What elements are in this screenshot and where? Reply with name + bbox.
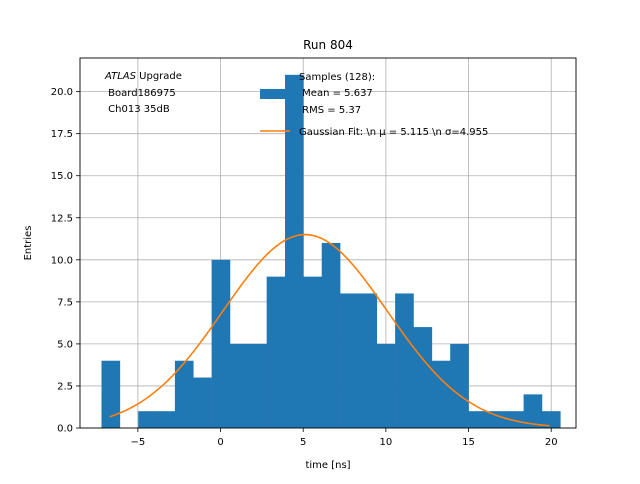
- histogram-bars: [101, 74, 561, 429]
- x-tick-label: 10: [379, 437, 392, 448]
- histogram-bar: [376, 343, 396, 428]
- histogram-bar: [303, 276, 323, 428]
- atlas-annotation: ATLAS Upgrade Board186975 Ch013 35dB: [104, 71, 182, 115]
- y-tick-label: 17.5: [51, 129, 73, 140]
- histogram-bar: [395, 293, 414, 428]
- gaussian-fit-line: [109, 233, 550, 427]
- annotation-atlas: ATLAS: [104, 71, 137, 82]
- histogram-bar: [174, 360, 194, 428]
- histogram-bar: [248, 343, 267, 428]
- x-tick-label: 0: [217, 437, 223, 448]
- y-tick-label: 20.0: [51, 87, 73, 98]
- histogram-bar: [101, 360, 121, 428]
- gaussian-fit-curve: [109, 233, 550, 427]
- annotation-upgrade: Upgrade: [136, 71, 182, 82]
- y-tick-label: 5.0: [57, 339, 73, 350]
- histogram-bar: [523, 394, 543, 428]
- legend-rms-label: RMS = 5.37: [299, 105, 361, 116]
- legend-fit-label: Gaussian Fit: \n μ = 5.115 \n σ=4.955: [299, 127, 488, 138]
- y-tick-label: 12.5: [51, 213, 73, 224]
- legend-samples-label: Samples (128):: [299, 72, 375, 83]
- histogram-bar: [468, 411, 488, 428]
- x-tick-label: 20: [545, 437, 558, 448]
- annotation-line-1: ATLAS Upgrade: [104, 71, 182, 82]
- y-axis-label: Entries: [23, 226, 34, 261]
- chart-title: Run 804: [303, 38, 353, 52]
- histogram-bar: [505, 411, 524, 428]
- x-tick-label: 5: [300, 437, 306, 448]
- histogram-bar: [358, 293, 378, 428]
- y-tick-label: 10.0: [51, 255, 73, 266]
- histogram-bar: [211, 259, 231, 428]
- x-axis-ticks: −5 0 5 10 15 20: [130, 428, 558, 448]
- histogram-bar: [413, 327, 433, 428]
- histogram-bar: [266, 276, 286, 428]
- histogram-bar: [229, 343, 249, 428]
- plot-frame: [79, 57, 577, 429]
- y-tick-label: 2.5: [57, 381, 73, 392]
- histogram-bar: [486, 411, 506, 428]
- histogram-bar: [431, 360, 451, 428]
- x-axis-label: time [ns]: [305, 460, 350, 471]
- y-axis-ticks: 0.0 2.5 5.0 7.5 10.0 12.5 15.0 17.5 20.0: [51, 87, 80, 435]
- histogram-bar: [193, 377, 212, 428]
- x-tick-label: −5: [130, 437, 145, 448]
- annotation-board: Board186975: [105, 88, 176, 99]
- histogram-bar: [541, 411, 561, 428]
- histogram-bar: [450, 343, 469, 428]
- legend-histogram-swatch: [260, 89, 290, 99]
- histogram-bar: [285, 74, 304, 429]
- histogram-bar: [340, 293, 359, 428]
- annotation-channel: Ch013 35dB: [105, 104, 170, 115]
- y-tick-label: 0.0: [57, 424, 73, 435]
- histogram-bar: [156, 411, 176, 428]
- legend-mean-label: Mean = 5.637: [299, 88, 373, 99]
- x-tick-label: 15: [462, 437, 475, 448]
- histogram-bar: [138, 411, 157, 428]
- y-tick-label: 7.5: [57, 297, 73, 308]
- y-tick-label: 15.0: [51, 171, 73, 182]
- histogram-bar: [321, 243, 341, 428]
- legend: Samples (128): Mean = 5.637 RMS = 5.37 G…: [260, 72, 488, 138]
